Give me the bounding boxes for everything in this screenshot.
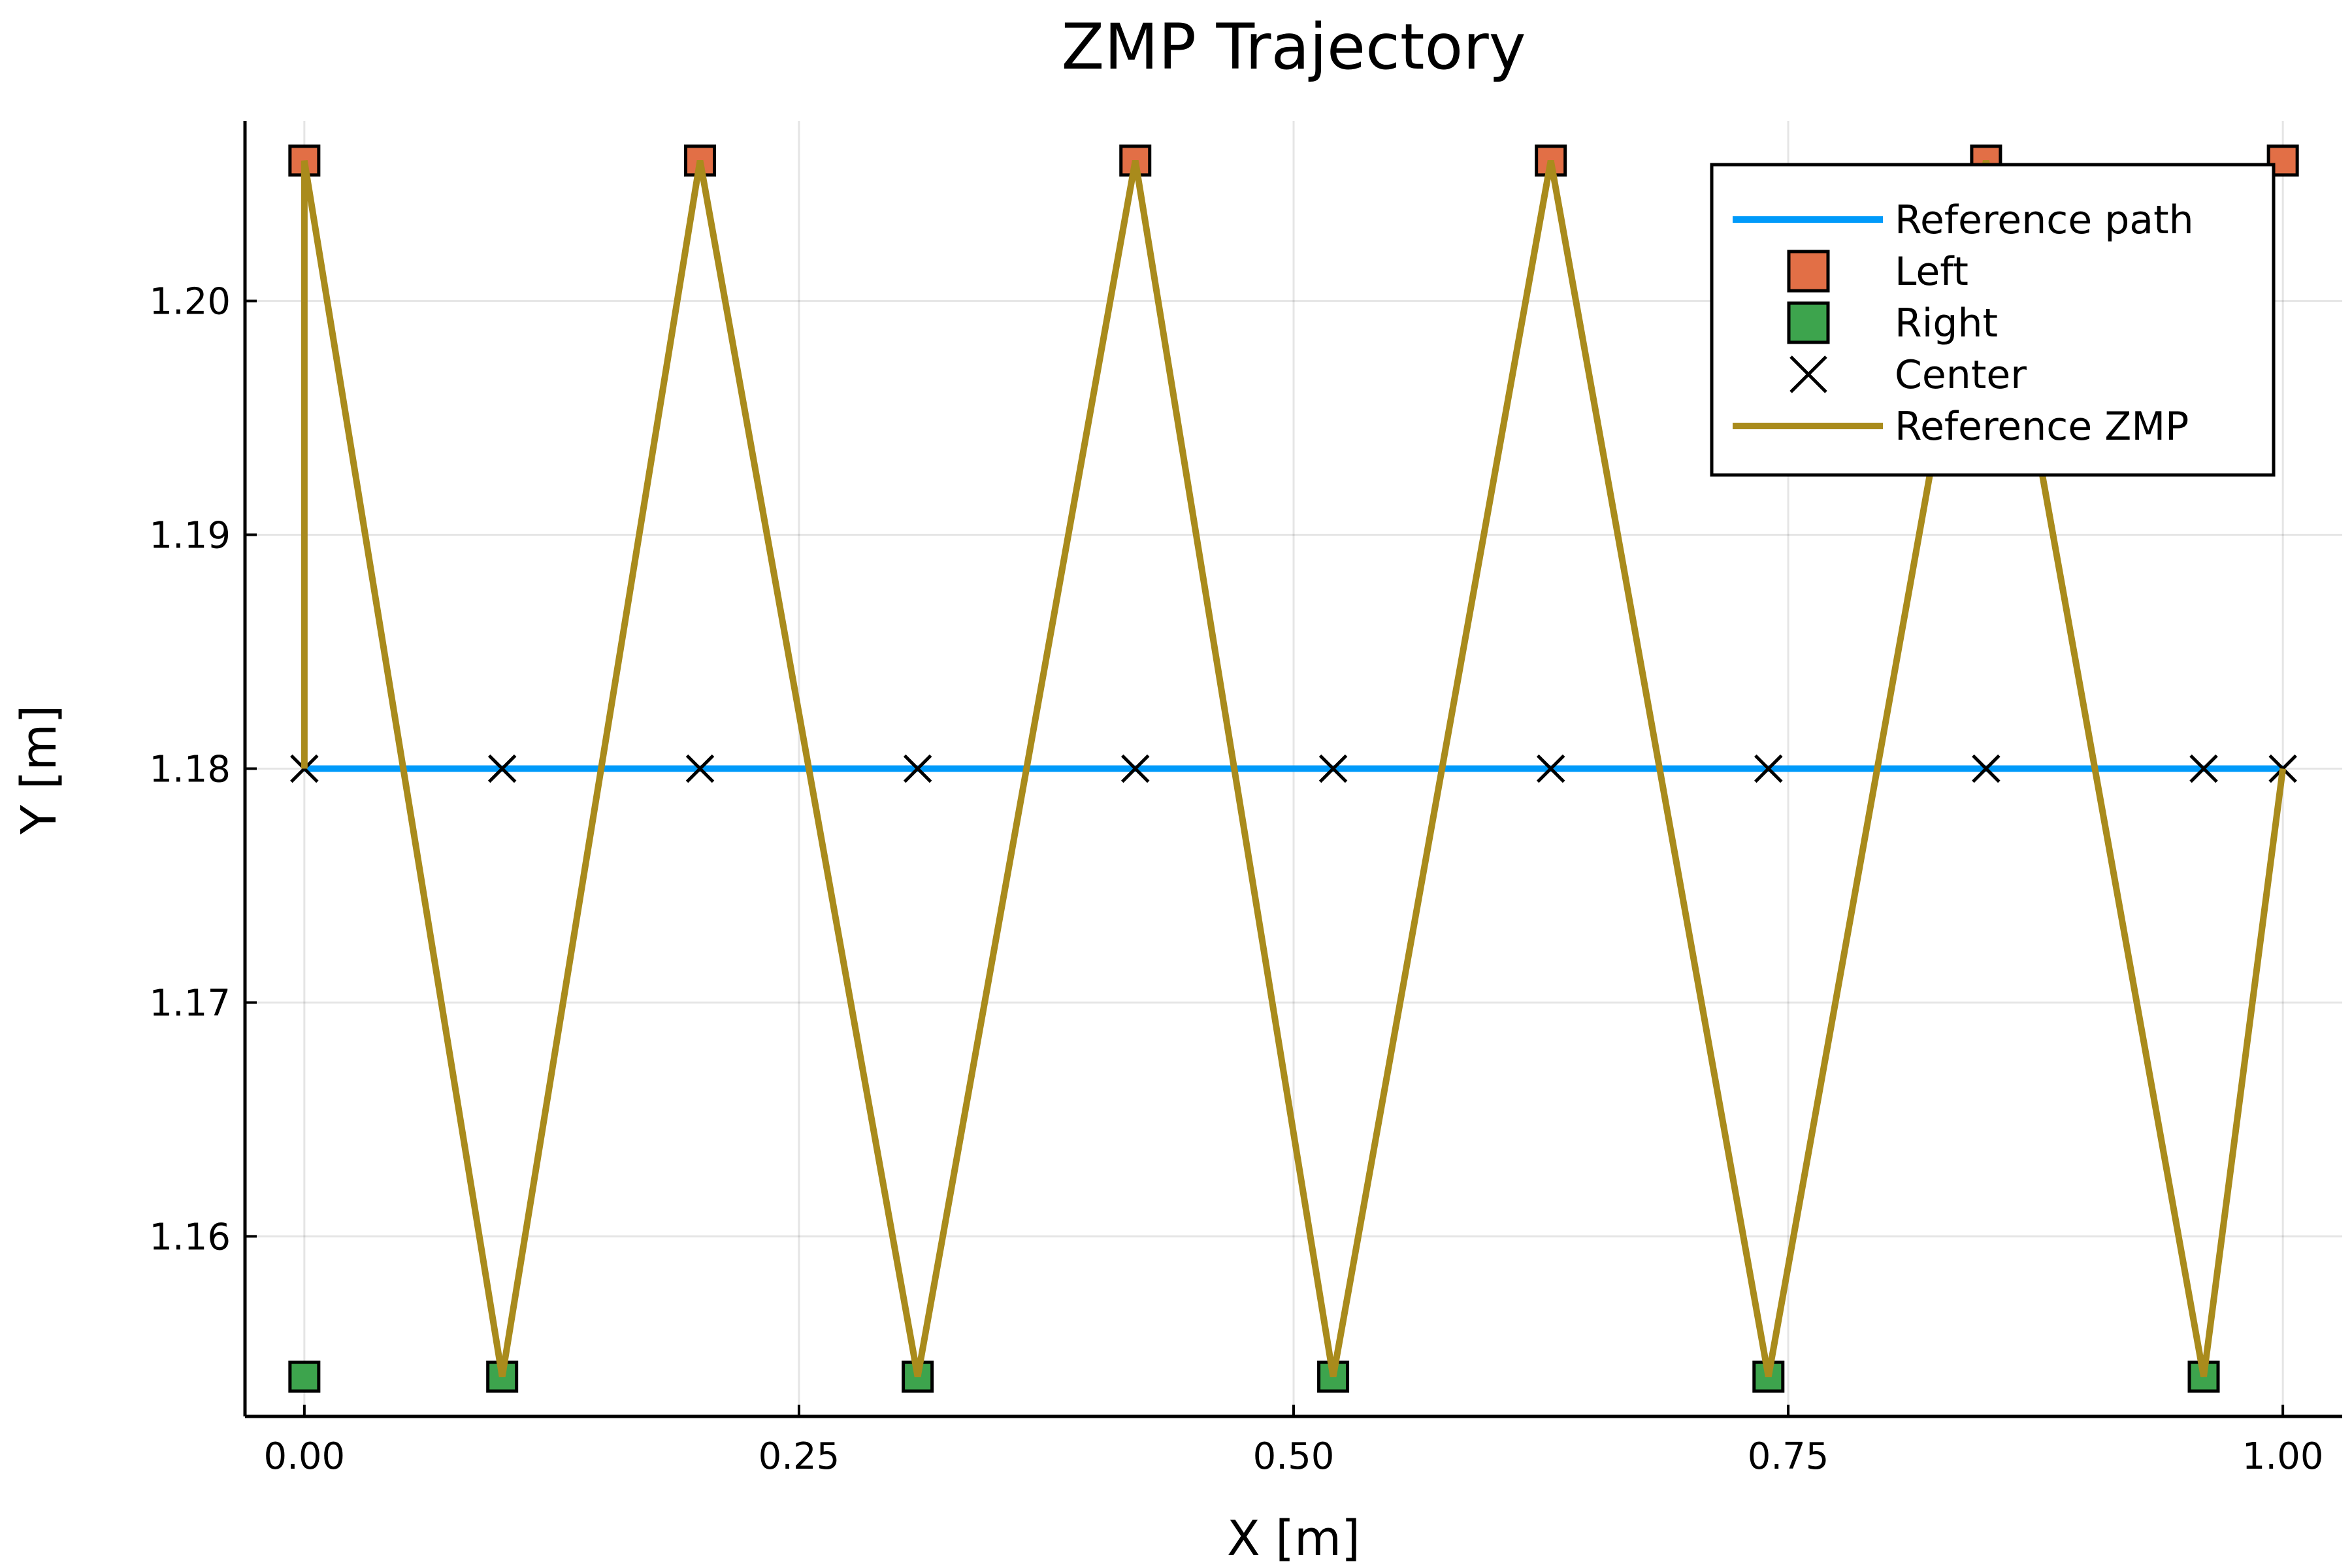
center-legend-label: Center <box>1895 352 2027 398</box>
y-tick-label: 1.18 <box>149 749 231 791</box>
center-marker <box>685 754 715 783</box>
reference-zmp-legend-label: Reference ZMP <box>1895 404 2189 449</box>
y-tick-label: 1.19 <box>149 515 231 557</box>
left-legend-label: Left <box>1895 249 1968 295</box>
left-legend-swatch <box>1787 250 1830 293</box>
center-marker <box>1536 754 1565 783</box>
center-marker <box>1318 754 1348 783</box>
x-axis-label: X [m] <box>1227 1511 1360 1567</box>
center-marker <box>1972 754 2001 783</box>
right-legend-label: Right <box>1895 301 1998 346</box>
center-marker <box>1754 754 1783 783</box>
x-tick-label: 0.00 <box>264 1435 346 1478</box>
y-tick-label: 1.20 <box>149 281 231 323</box>
axes <box>243 121 2342 1418</box>
center-marker <box>1120 754 1150 783</box>
y-axis-label: Y [m] <box>11 705 67 836</box>
chart-title: ZMP Trajectory <box>1062 10 1526 84</box>
center-marker <box>903 754 932 783</box>
center-legend-swatch <box>1789 355 1827 393</box>
center-marker <box>487 754 517 783</box>
y-tick-label: 1.16 <box>149 1216 231 1258</box>
legend: Reference path Left Right Center Reference Z… <box>1710 163 2276 477</box>
x-tick-label: 0.25 <box>759 1435 840 1478</box>
x-tick-label: 0.50 <box>1253 1435 1335 1478</box>
x-tick-label: 1.00 <box>2242 1435 2324 1478</box>
center-marker <box>2189 754 2218 783</box>
reference-path-legend-label: Reference path <box>1895 197 2194 243</box>
right-legend-swatch <box>1787 301 1830 344</box>
y-tick-label: 1.17 <box>149 982 231 1024</box>
right-marker <box>288 1360 321 1393</box>
tick-labels: 0.00 0.25 0.50 0.75 1.00 1.16 1.17 1.18 1.19 1.20 <box>149 281 2323 1478</box>
x-tick-label: 0.75 <box>1748 1435 1829 1478</box>
